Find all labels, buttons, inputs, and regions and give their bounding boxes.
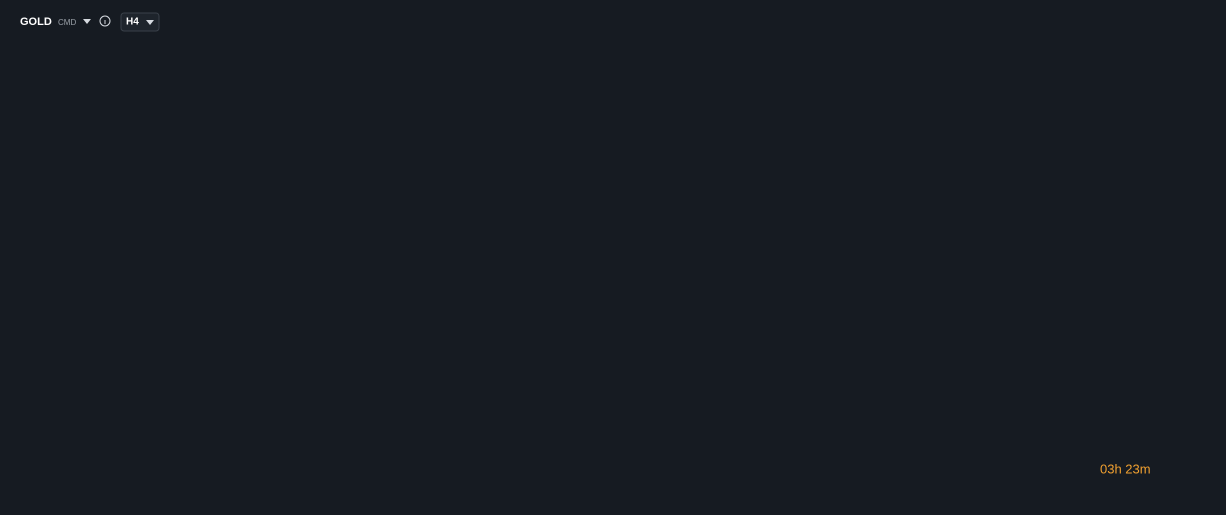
- timeframe: H4: [126, 17, 139, 28]
- toolbar: GOLD CMD H4: [20, 12, 160, 32]
- timeframe-arrow: [146, 20, 154, 25]
- info-icon[interactable]: [99, 15, 111, 27]
- symbol[interactable]: GOLD: [20, 16, 52, 28]
- countdown: 03h 23m: [1100, 461, 1151, 476]
- dropdown-arrow[interactable]: [83, 19, 91, 24]
- timeframe-box[interactable]: [120, 12, 160, 32]
- symbol-class: CMD: [58, 18, 76, 27]
